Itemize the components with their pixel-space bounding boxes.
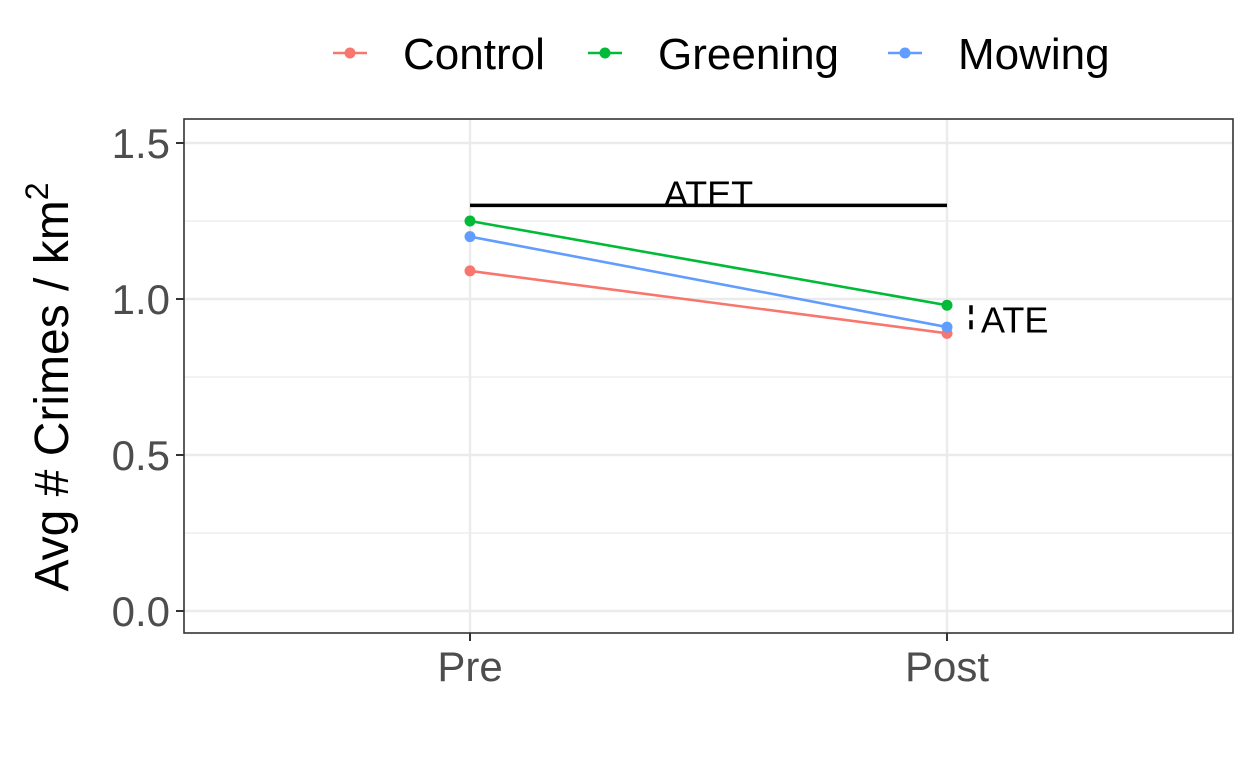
y-tick-label: 1.0 [112,276,170,323]
y-axis-ticks: 0.0 0.5 1.0 1.5 [112,120,184,635]
legend: Control Greening Mowing [333,30,1110,79]
data-point-greening-post [941,299,953,311]
y-tick-label: 0.5 [112,432,170,479]
legend-key-point-greening [599,47,611,59]
series-line-control [469,269,948,335]
legend-key-point-control [344,47,356,59]
y-axis-title: Avg # Crimes / km2 [19,183,79,592]
plot-series [464,215,953,339]
data-point-control-pre [464,265,476,277]
series-line-greening [469,219,948,307]
legend-key-point-mowing [899,47,911,59]
y-axis-title-superscript: 2 [19,183,55,201]
x-axis-ticks: Pre Post [437,633,989,690]
data-point-mowing-pre [464,231,476,243]
data-point-greening-pre [464,215,476,227]
y-tick-label: 0.0 [112,588,170,635]
legend-label-mowing: Mowing [958,30,1110,79]
ate-label: ATE [981,299,1048,340]
series-line-mowing [469,235,948,329]
legend-label-greening: Greening [658,30,839,79]
y-tick-label: 1.5 [112,120,170,167]
atet-label: ATET [664,173,753,214]
data-point-mowing-post [941,321,953,333]
x-tick-label: Pre [437,643,502,690]
y-axis-title-text: Avg # Crimes / km [26,200,79,591]
plot-annotations: ATET ATE [470,173,1048,340]
plot-panel-border [183,118,1234,634]
x-tick-label: Post [905,643,989,690]
legend-label-control: Control [403,30,545,79]
